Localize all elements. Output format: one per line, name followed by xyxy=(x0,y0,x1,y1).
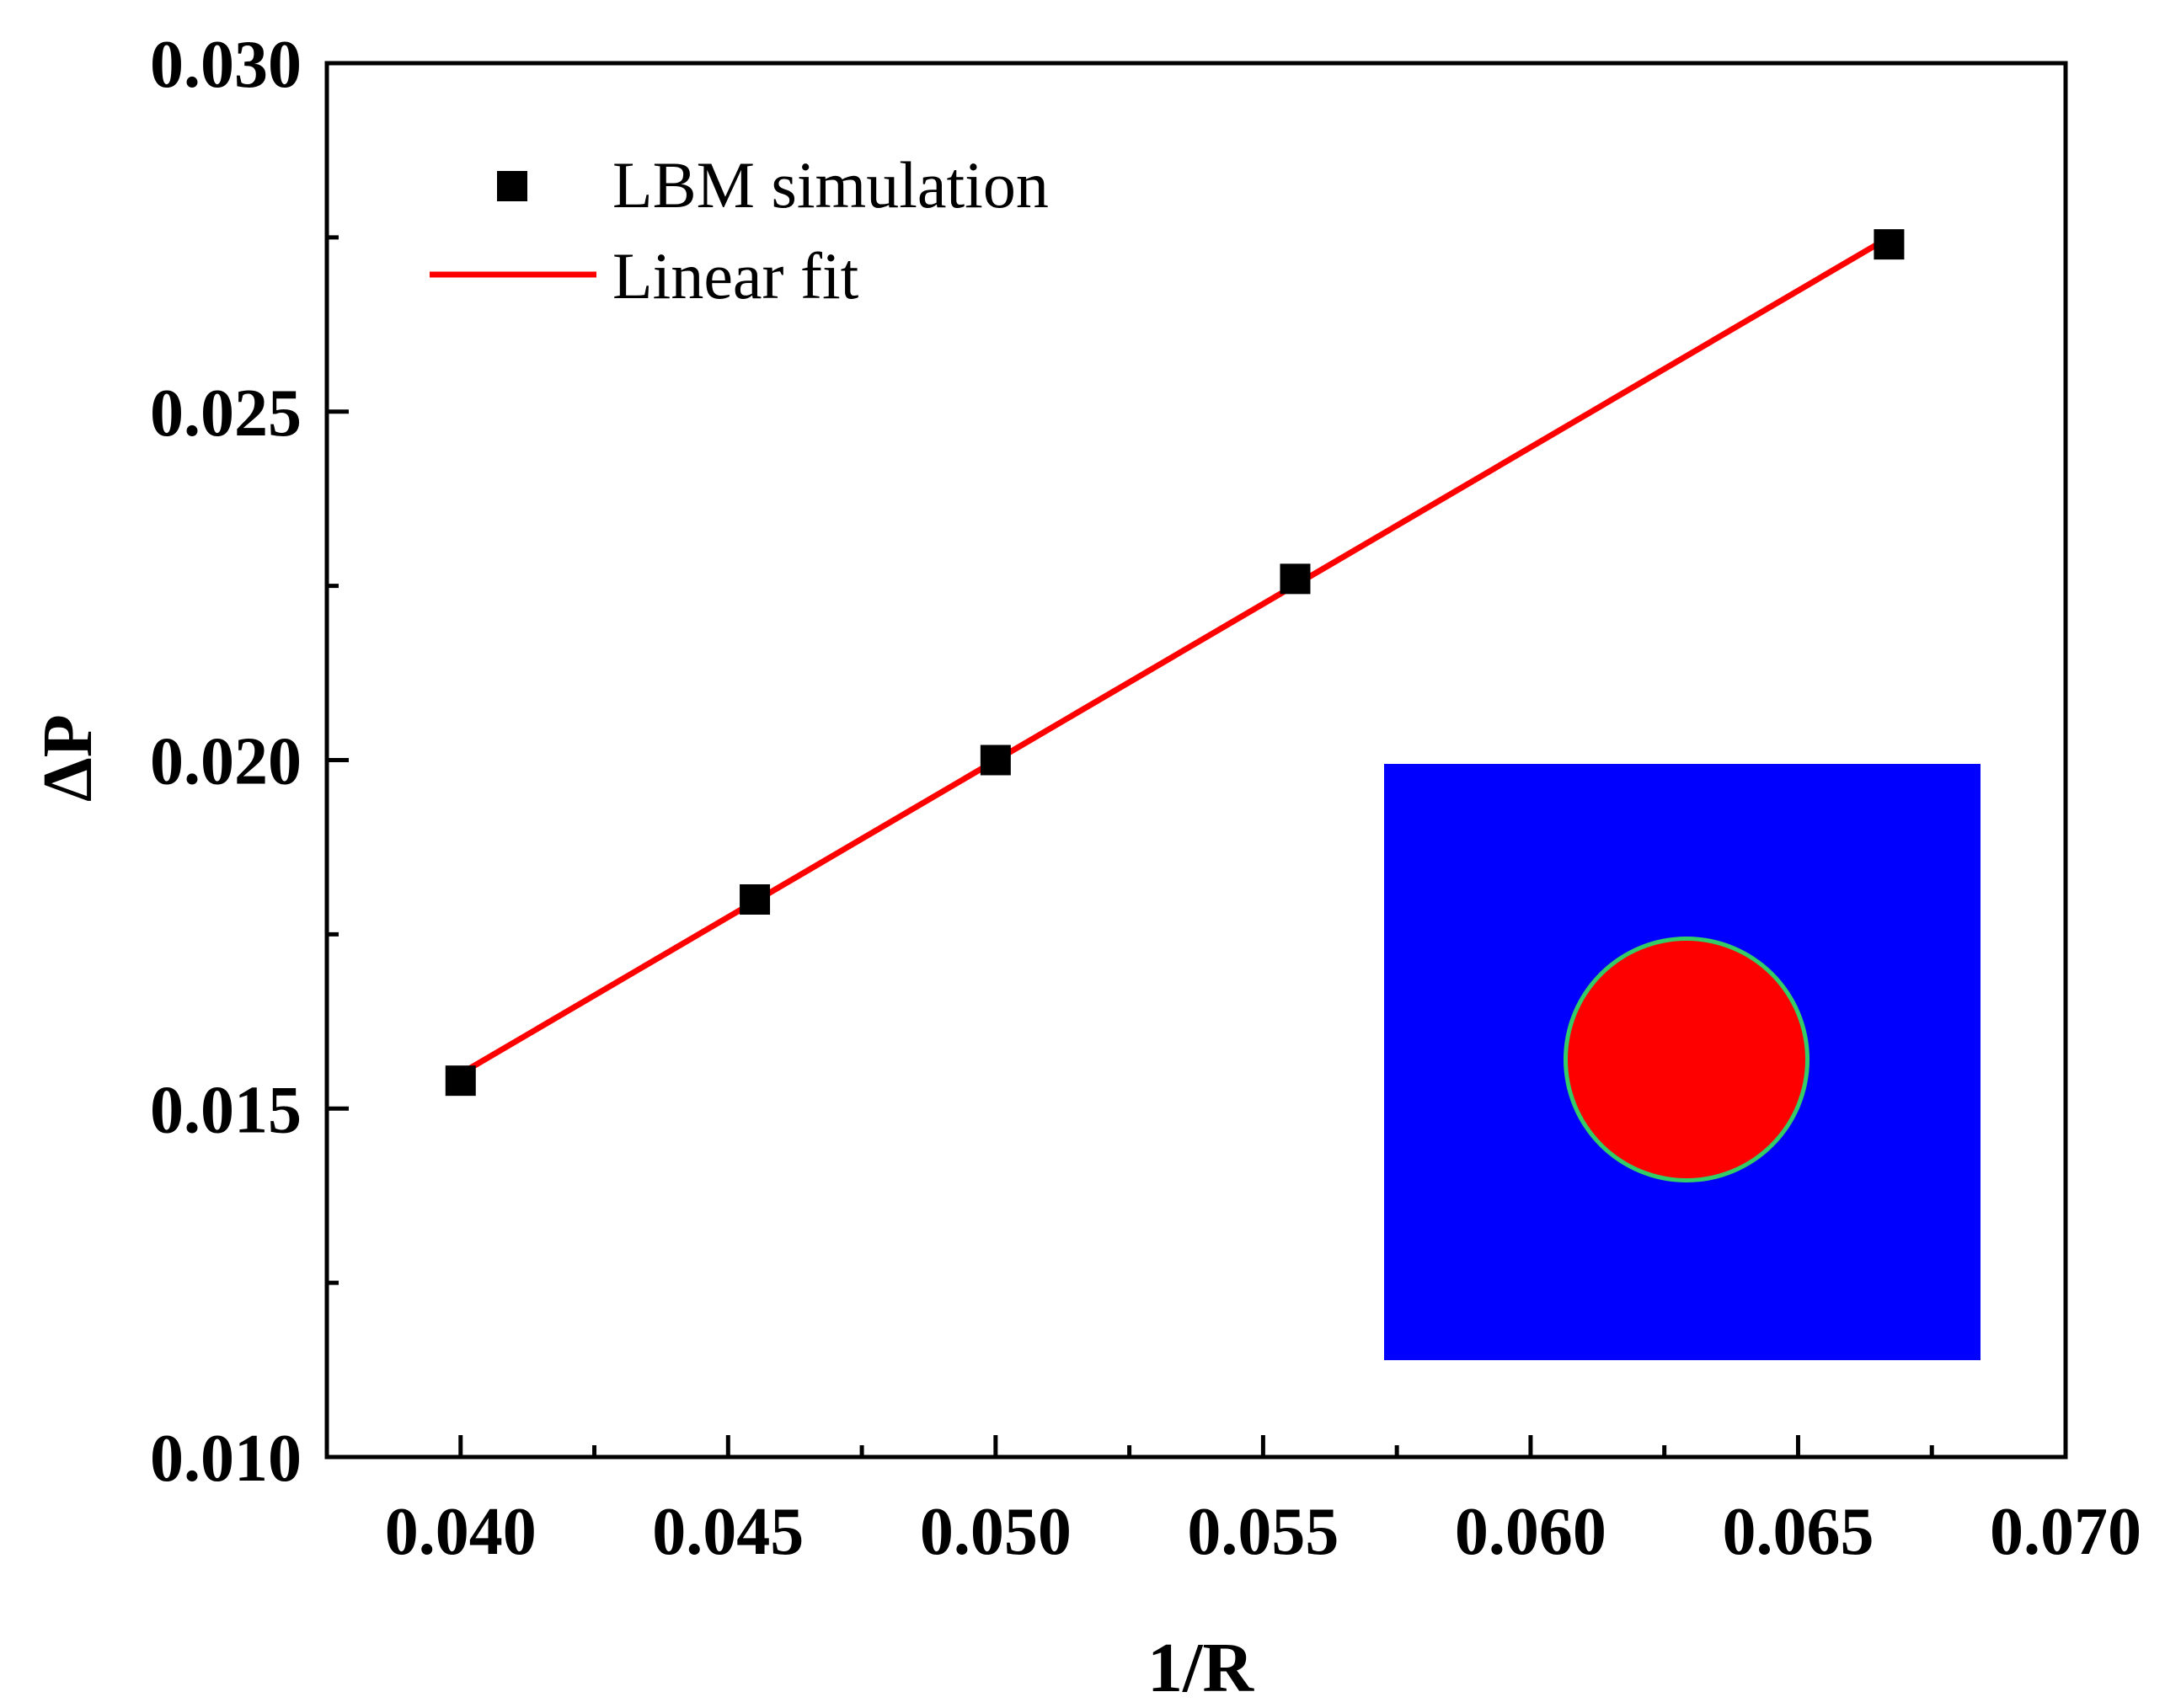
inset-droplet-image xyxy=(1384,764,1981,1360)
data-point xyxy=(1874,229,1905,260)
x-tick-label: 0.060 xyxy=(1455,1495,1606,1569)
legend-label-line: Linear fit xyxy=(612,239,859,312)
y-tick-label: 0.010 xyxy=(150,1422,302,1496)
y-tick-label: 0.015 xyxy=(150,1073,302,1147)
inset-droplet xyxy=(1568,941,1805,1178)
x-tick-label: 0.045 xyxy=(652,1495,804,1569)
fit-line xyxy=(459,234,1891,1076)
x-tick-label: 0.065 xyxy=(1722,1495,1874,1569)
x-tick-label: 0.050 xyxy=(920,1495,1072,1569)
legend-label-scatter: LBM simulation xyxy=(612,148,1049,222)
y-tick-label: 0.030 xyxy=(150,28,302,102)
y-tick-label: 0.025 xyxy=(150,376,302,451)
legend: LBM simulation Linear fit xyxy=(430,148,1049,312)
x-tick-label: 0.055 xyxy=(1187,1495,1339,1569)
x-axis: 0.040 0.045 0.050 0.055 0.060 0.065 0.070 xyxy=(385,1435,2141,1569)
y-axis-title: ΔP xyxy=(29,714,107,802)
data-point xyxy=(740,884,771,915)
x-tick-label: 0.040 xyxy=(385,1495,537,1569)
y-tick-label: 0.020 xyxy=(150,725,302,799)
y-axis: 0.010 0.015 0.020 0.025 0.030 xyxy=(150,28,349,1496)
series-layer xyxy=(445,229,1905,1097)
x-tick-label: 0.070 xyxy=(1990,1495,2141,1569)
data-point xyxy=(1280,563,1311,595)
x-axis-title: 1/R xyxy=(1147,1629,1254,1707)
data-point xyxy=(980,745,1011,776)
data-point xyxy=(445,1065,476,1097)
legend-marker-scatter xyxy=(497,171,527,201)
